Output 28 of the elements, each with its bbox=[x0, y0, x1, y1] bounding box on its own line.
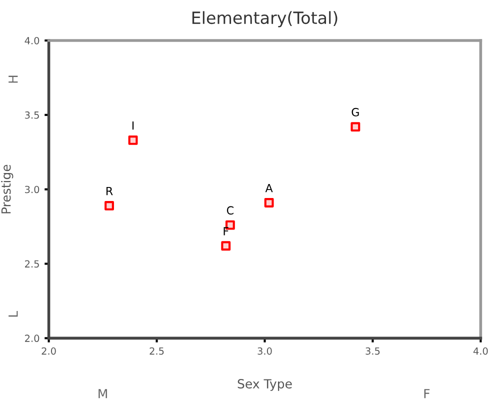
point bbox=[221, 241, 231, 251]
text: M bbox=[98, 389, 107, 398]
y-tick-label: 3.5 bbox=[25, 111, 39, 119]
point bbox=[350, 122, 360, 132]
text: H bbox=[8, 76, 18, 83]
y-tick-label: 3.0 bbox=[25, 186, 40, 194]
text: L bbox=[8, 310, 18, 317]
y-tick-label: 2.0 bbox=[25, 334, 40, 342]
chart-title: Elementary(Total) bbox=[192, 11, 338, 28]
annotation: I bbox=[132, 121, 134, 130]
text: F bbox=[424, 389, 430, 398]
annotation: C bbox=[226, 206, 234, 215]
point bbox=[264, 198, 274, 208]
annotation: R bbox=[106, 186, 113, 196]
y-tick-label: 4.0 bbox=[24, 36, 40, 44]
x-tick-label: 2.0 bbox=[42, 347, 56, 355]
x-tick-label: 4.0 bbox=[473, 347, 488, 355]
x-axis-title: Sex Type bbox=[238, 379, 292, 391]
y-tick-label: 2.5 bbox=[25, 260, 39, 268]
point bbox=[104, 200, 114, 210]
annotation: G bbox=[352, 108, 359, 116]
x-tick-label: 2.5 bbox=[150, 347, 164, 355]
annotation: A bbox=[265, 184, 273, 192]
point bbox=[128, 136, 138, 145]
annotation: F bbox=[224, 227, 228, 236]
x-tick-label: 3.0 bbox=[258, 347, 272, 355]
y-axis-title: Prestige bbox=[1, 164, 14, 214]
x-tick-label: 3.5 bbox=[366, 347, 380, 355]
